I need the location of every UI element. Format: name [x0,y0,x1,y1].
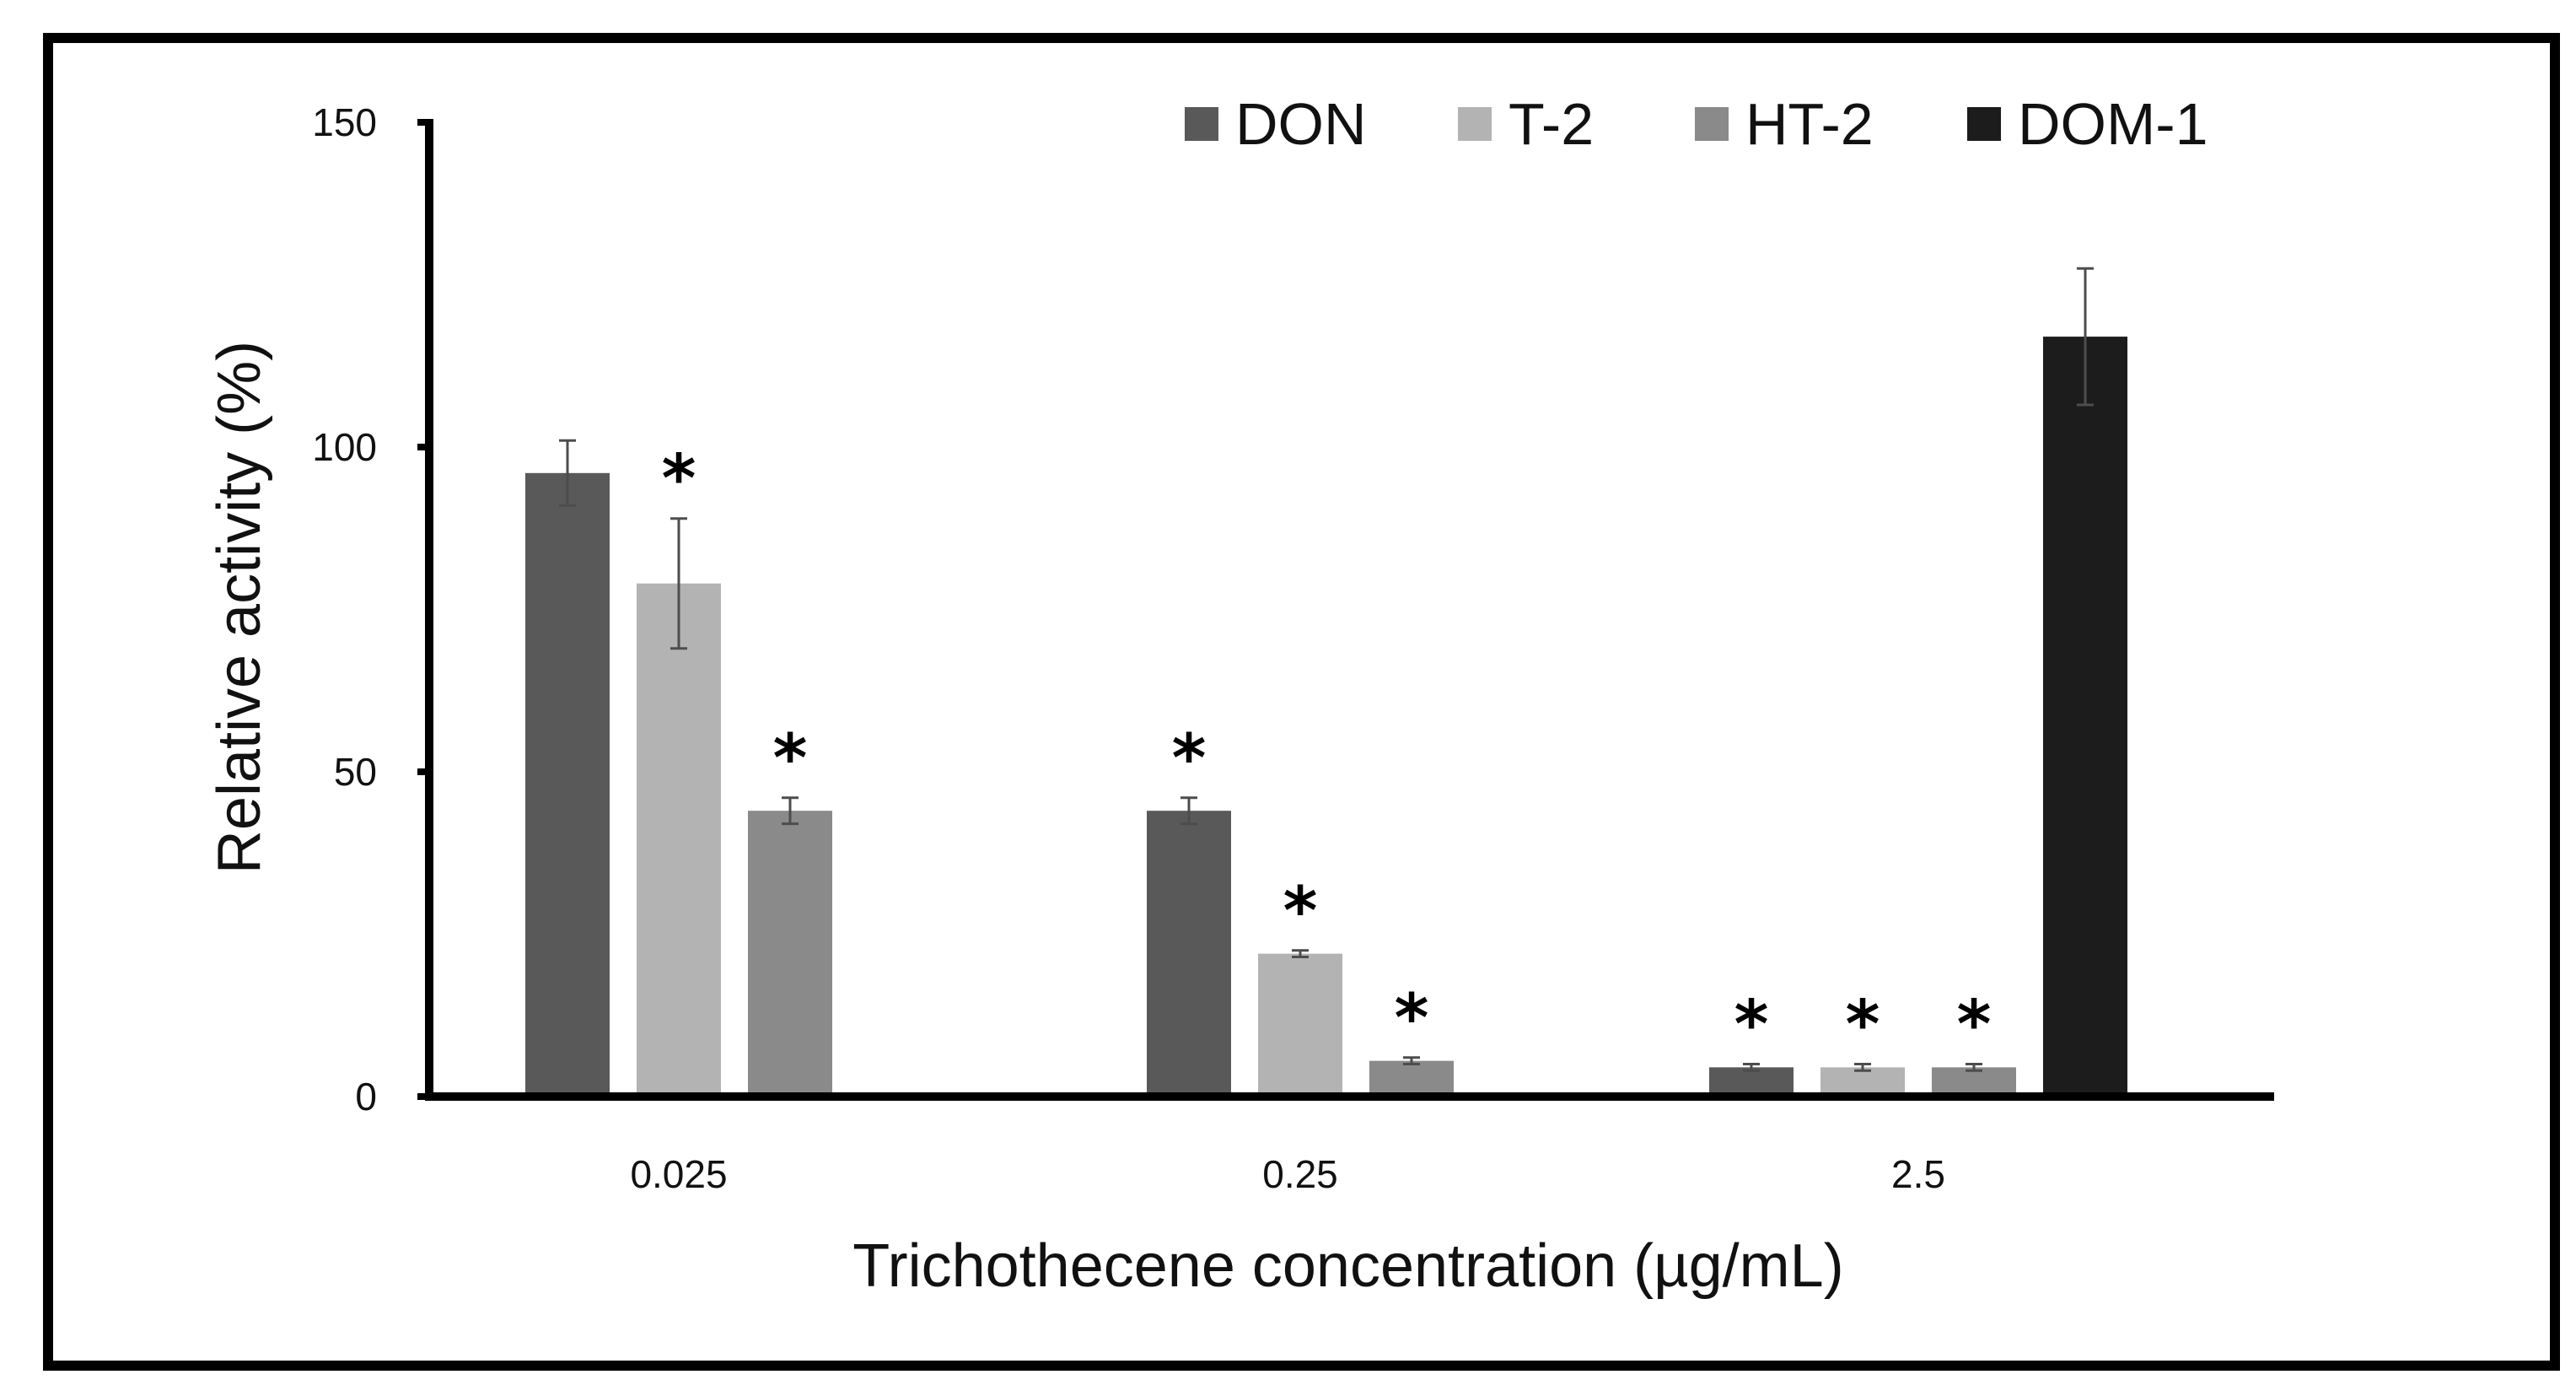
error-bars [559,267,2094,1072]
significance-star-t-2-0.025: * [662,442,696,518]
bar-t-2-0.25 [1258,953,1342,1097]
y-tick-label: 50 [334,750,377,794]
legend: DON T-2 HT-2 DOM-1 [1185,91,2208,157]
legend-swatch-t-2 [1458,107,1492,141]
bar-ht-2-2.5 [1932,1067,2016,1097]
y-tick-label: 0 [355,1075,377,1118]
bar-don-0.25 [1147,811,1231,1097]
significance-star-don-0.25: * [1172,721,1207,797]
significance-star-don-2.5: * [1734,988,1769,1064]
x-tick-label: 0.025 [630,1152,727,1196]
bar-ht-2-0.25 [1369,1060,1454,1097]
bar-ht-2-0.025 [748,811,832,1097]
significance-stars: * * * * * * * * [662,442,1992,1064]
bar-don-0.025 [525,472,610,1097]
significance-star-t-2-0.25: * [1283,874,1318,950]
significance-star-ht-2-0.25: * [1395,981,1429,1057]
bar-dom-1-2.5 [2043,337,2127,1097]
legend-label-t-2: T-2 [1508,91,1594,157]
legend-swatch-dom-1 [1967,107,2001,141]
bar-don-2.5 [1709,1067,1794,1097]
y-tick-labels: 0 50 100 150 [312,100,377,1118]
y-tick-label: 100 [312,425,377,469]
y-axis-title: Relative activity (%) [206,341,273,874]
axes [417,119,2274,1101]
x-tick-label: 0.25 [1262,1152,1338,1196]
legend-swatch-ht-2 [1695,107,1729,141]
significance-star-ht-2-0.025: * [773,721,808,797]
legend-label-dom-1: DOM-1 [2018,91,2208,157]
significance-star-ht-2-2.5: * [1957,988,1992,1064]
x-tick-labels: 0.025 0.25 2.5 [630,1152,1945,1196]
bar-t-2-0.025 [637,583,721,1097]
legend-label-ht-2: HT-2 [1745,91,1874,157]
significance-star-t-2-2.5: * [1846,988,1880,1064]
bar-t-2-2.5 [1820,1067,1905,1097]
x-tick-label: 2.5 [1891,1152,1945,1196]
y-tick-label: 150 [312,100,377,144]
chart-frame [43,33,2560,1371]
legend-label-don: DON [1235,91,1367,157]
legend-swatch-don [1185,107,1218,141]
bars [525,337,2127,1097]
x-axis-title: Trichothecene concentration (µg/mL) [852,1232,1843,1300]
